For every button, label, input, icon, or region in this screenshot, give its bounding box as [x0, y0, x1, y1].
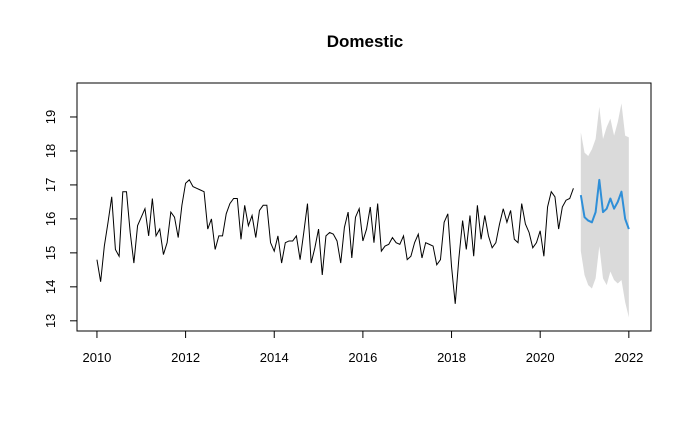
- x-tick-label: 2016: [348, 350, 377, 365]
- y-tick-label: 13: [43, 314, 58, 328]
- historical-series-line: [96, 179, 574, 304]
- x-axis: 2010 2012 2014 2016 2018 2020 2022: [82, 330, 643, 365]
- historical-series-layer: [96, 179, 574, 304]
- chart-title: Domestic: [327, 32, 404, 51]
- y-tick-label: 19: [43, 110, 58, 124]
- y-tick-label: 14: [43, 280, 58, 294]
- x-tick-label: 2018: [437, 350, 466, 365]
- y-tick-label: 18: [43, 144, 58, 158]
- x-tick-label: 2012: [171, 350, 200, 365]
- y-tick-label: 16: [43, 212, 58, 226]
- x-tick-label: 2010: [82, 350, 111, 365]
- y-tick-label: 17: [43, 178, 58, 192]
- forecast-series-line: [579, 178, 630, 230]
- y-axis: 13 14 15 16 17 18 19: [43, 110, 78, 328]
- x-tick-label: 2020: [526, 350, 555, 365]
- y-tick-label: 15: [43, 246, 58, 260]
- forecast-series-layer: [579, 178, 630, 230]
- plot-area-frame: [76, 82, 652, 332]
- x-tick-label: 2014: [260, 350, 289, 365]
- x-tick-label: 2022: [614, 350, 643, 365]
